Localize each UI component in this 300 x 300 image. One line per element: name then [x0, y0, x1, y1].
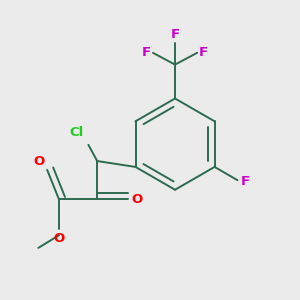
Text: F: F [199, 46, 208, 59]
Text: O: O [132, 193, 143, 206]
Text: F: F [241, 175, 250, 188]
Text: Cl: Cl [70, 126, 84, 139]
Text: O: O [33, 154, 44, 167]
Text: O: O [53, 232, 64, 245]
Text: F: F [142, 46, 151, 59]
Text: F: F [170, 28, 180, 41]
